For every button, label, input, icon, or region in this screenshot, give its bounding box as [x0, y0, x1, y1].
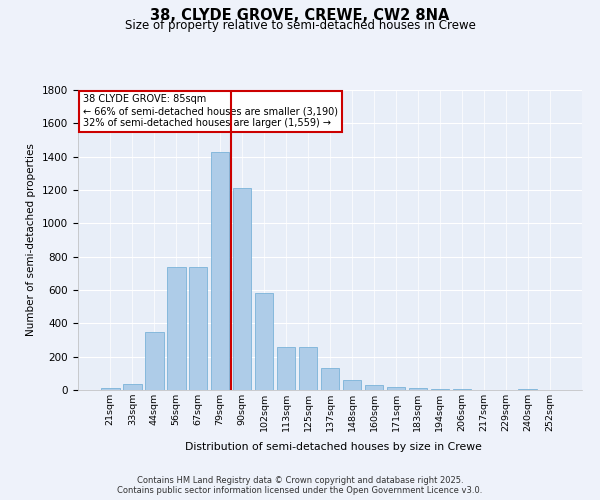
Bar: [365, 385, 383, 390]
Bar: [277, 346, 295, 390]
Text: Contains HM Land Registry data © Crown copyright and database right 2025.
Contai: Contains HM Land Registry data © Crown c…: [118, 476, 482, 495]
Bar: [299, 346, 317, 390]
Bar: [101, 388, 119, 390]
Bar: [145, 332, 164, 390]
Bar: [167, 266, 185, 390]
Bar: [386, 386, 405, 390]
Bar: [189, 266, 208, 390]
Bar: [452, 389, 471, 390]
Bar: [320, 368, 340, 390]
Text: Size of property relative to semi-detached houses in Crewe: Size of property relative to semi-detach…: [125, 18, 475, 32]
Bar: [233, 188, 251, 390]
Bar: [211, 152, 229, 390]
Text: Distribution of semi-detached houses by size in Crewe: Distribution of semi-detached houses by …: [185, 442, 481, 452]
Bar: [255, 294, 274, 390]
Bar: [409, 388, 427, 390]
Bar: [123, 384, 142, 390]
Bar: [518, 389, 537, 390]
Y-axis label: Number of semi-detached properties: Number of semi-detached properties: [26, 144, 37, 336]
Bar: [431, 389, 449, 390]
Bar: [343, 380, 361, 390]
Text: 38 CLYDE GROVE: 85sqm
← 66% of semi-detached houses are smaller (3,190)
32% of s: 38 CLYDE GROVE: 85sqm ← 66% of semi-deta…: [83, 94, 338, 128]
Text: 38, CLYDE GROVE, CREWE, CW2 8NA: 38, CLYDE GROVE, CREWE, CW2 8NA: [151, 8, 449, 22]
